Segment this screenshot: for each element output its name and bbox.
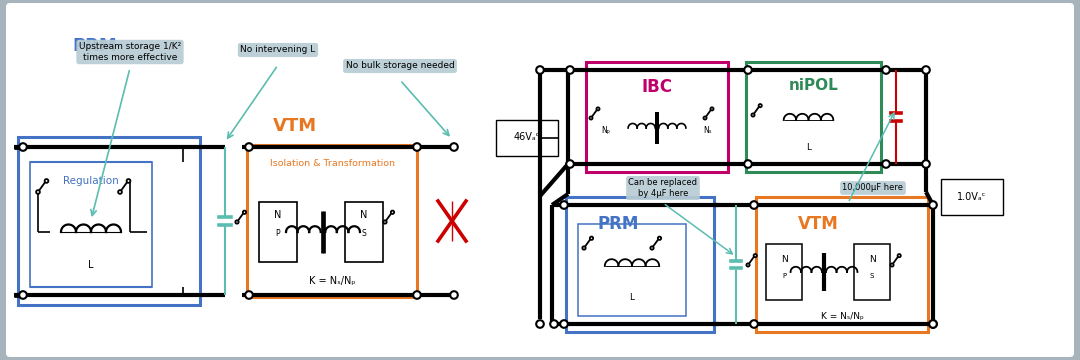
Bar	[566, 197, 714, 332]
Circle shape	[751, 201, 758, 209]
Circle shape	[596, 107, 599, 111]
Circle shape	[582, 246, 585, 249]
Bar	[18, 137, 200, 305]
Text: L: L	[630, 293, 635, 302]
Circle shape	[590, 237, 593, 240]
Circle shape	[391, 211, 394, 214]
Circle shape	[243, 211, 246, 214]
Text: N: N	[868, 255, 876, 264]
Text: VTM: VTM	[273, 117, 318, 135]
Text: niPOL: niPOL	[788, 78, 838, 93]
Circle shape	[744, 160, 752, 168]
Text: IBC: IBC	[642, 78, 673, 96]
Circle shape	[566, 160, 573, 168]
Text: S: S	[869, 273, 874, 279]
Circle shape	[754, 254, 757, 257]
Circle shape	[922, 66, 930, 74]
Text: PRM: PRM	[72, 37, 118, 55]
Bar	[941, 179, 1003, 215]
Circle shape	[450, 143, 458, 151]
Circle shape	[44, 179, 49, 183]
Bar	[30, 162, 152, 287]
Circle shape	[414, 291, 421, 299]
Text: PRM: PRM	[597, 215, 638, 233]
Text: K = Nₛ/Nₚ: K = Nₛ/Nₚ	[821, 312, 863, 321]
FancyBboxPatch shape	[6, 3, 1074, 357]
Circle shape	[882, 160, 890, 168]
Circle shape	[929, 320, 936, 328]
Circle shape	[929, 320, 936, 328]
Text: Nₛ: Nₛ	[704, 126, 713, 135]
Text: Upstream storage 1/K²
times more effective: Upstream storage 1/K² times more effecti…	[79, 42, 181, 62]
Text: S: S	[362, 229, 366, 238]
Text: Nₚ: Nₚ	[602, 126, 610, 135]
Circle shape	[890, 264, 893, 267]
Circle shape	[550, 320, 557, 328]
Circle shape	[650, 246, 653, 249]
Text: Regulation: Regulation	[63, 176, 119, 186]
Text: L: L	[806, 143, 811, 152]
Circle shape	[566, 66, 573, 74]
Text: 10,000μF here: 10,000μF here	[842, 184, 904, 193]
Text: P: P	[782, 273, 786, 279]
Bar	[766, 244, 802, 300]
Text: Isolation & Transformation: Isolation & Transformation	[270, 159, 394, 168]
Bar	[259, 202, 297, 262]
Circle shape	[882, 66, 890, 74]
Circle shape	[19, 291, 27, 299]
Bar	[496, 120, 558, 156]
Circle shape	[235, 220, 239, 224]
Circle shape	[922, 160, 930, 168]
Text: N: N	[781, 255, 787, 264]
Text: 1.0Vₐᶜ: 1.0Vₐᶜ	[957, 192, 987, 202]
Bar	[247, 145, 417, 297]
Text: 46Vₐᶜ: 46Vₐᶜ	[514, 132, 540, 143]
Circle shape	[746, 264, 750, 267]
Bar	[345, 202, 383, 262]
Circle shape	[450, 291, 458, 299]
Circle shape	[897, 254, 901, 257]
Circle shape	[590, 117, 593, 120]
Circle shape	[36, 190, 40, 194]
Text: P: P	[275, 229, 281, 238]
Bar	[756, 197, 928, 332]
Text: K = Nₛ/Nₚ: K = Nₛ/Nₚ	[309, 276, 355, 286]
Circle shape	[126, 179, 131, 183]
Bar	[746, 62, 881, 172]
Circle shape	[383, 220, 387, 224]
Circle shape	[711, 107, 714, 111]
Circle shape	[561, 201, 568, 209]
Circle shape	[536, 320, 544, 328]
Circle shape	[658, 237, 661, 240]
Bar	[578, 224, 686, 316]
Circle shape	[561, 320, 568, 328]
Text: N: N	[274, 210, 282, 220]
Text: Can be replaced
by 4μF here: Can be replaced by 4μF here	[629, 178, 698, 198]
Text: N: N	[361, 210, 367, 220]
Circle shape	[245, 143, 253, 151]
Circle shape	[758, 104, 761, 107]
Text: No bulk storage needed: No bulk storage needed	[346, 62, 455, 71]
Circle shape	[751, 320, 758, 328]
Text: VTM: VTM	[798, 215, 838, 233]
Circle shape	[118, 190, 122, 194]
Circle shape	[245, 291, 253, 299]
Circle shape	[19, 143, 27, 151]
Text: L: L	[89, 260, 94, 270]
Bar	[586, 62, 728, 172]
Bar	[854, 244, 890, 300]
Circle shape	[414, 143, 421, 151]
Circle shape	[744, 66, 752, 74]
Circle shape	[752, 113, 755, 117]
Circle shape	[536, 66, 544, 74]
Circle shape	[703, 117, 706, 120]
Circle shape	[929, 201, 936, 209]
Text: No intervening L: No intervening L	[241, 45, 315, 54]
